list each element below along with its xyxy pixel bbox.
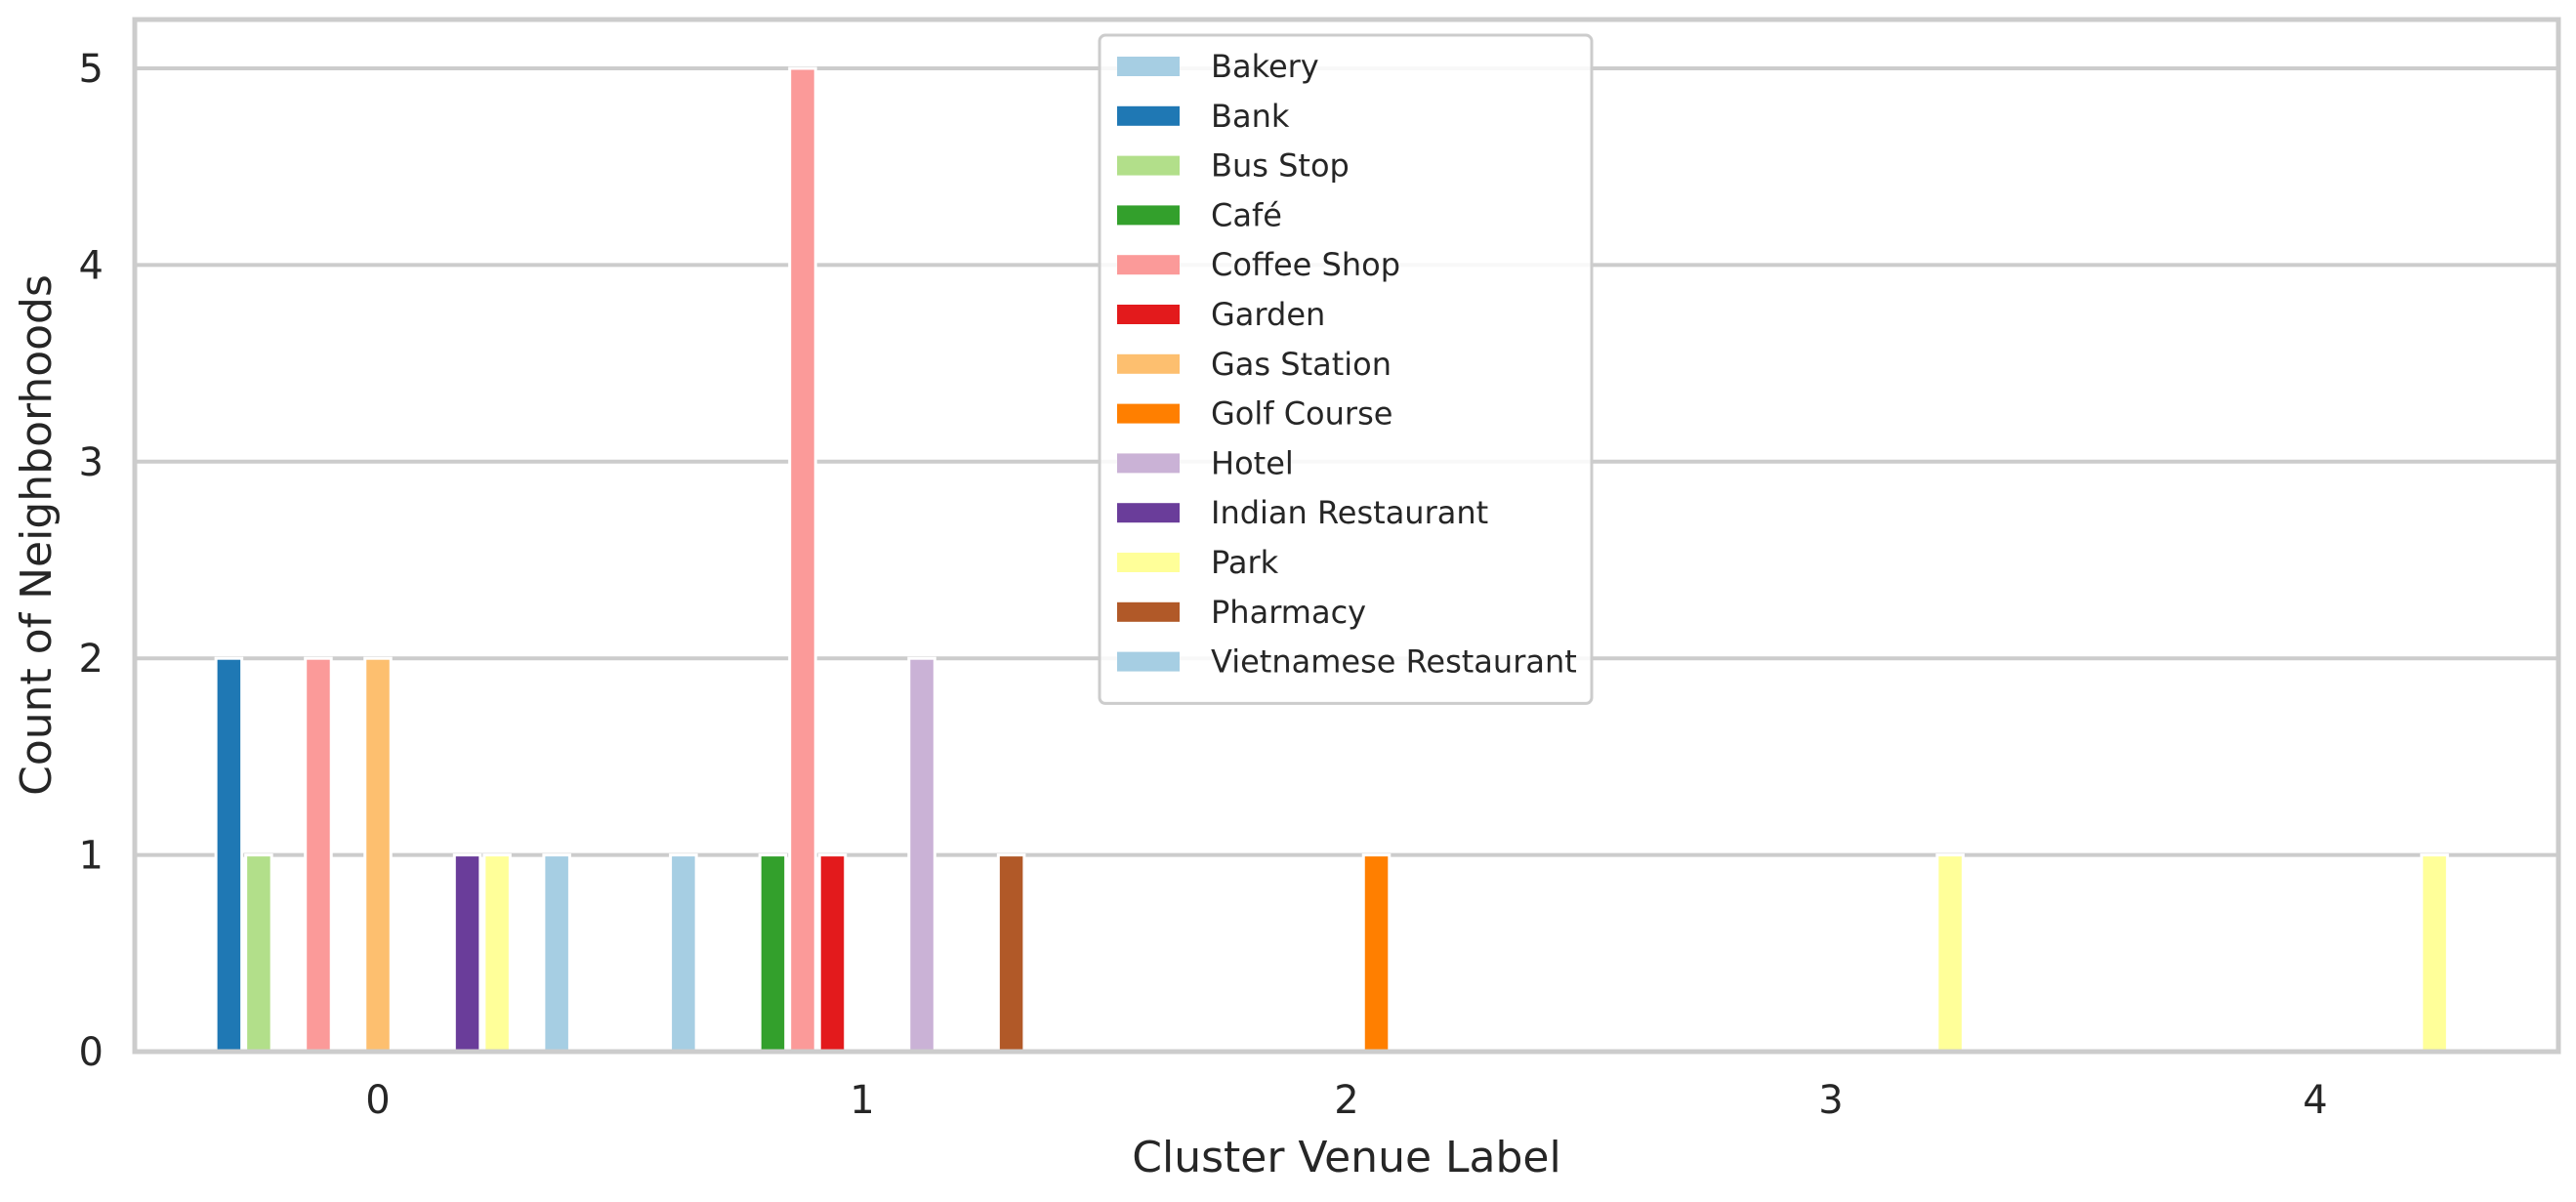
legend: Bakery Bank Bus Stop Café Coffee Shop Garden G… xyxy=(1098,33,1594,705)
legend-swatch-hotel xyxy=(1117,453,1180,474)
legend-label-garden: Garden xyxy=(1211,296,1325,333)
bar-coffee-shop-cluster-1 xyxy=(788,66,817,1054)
bar-golf-course-cluster-2 xyxy=(1361,853,1392,1054)
legend-swatch-golf-course xyxy=(1117,403,1180,424)
bar-bakery-cluster-1 xyxy=(669,853,698,1054)
x-tick-label-4: 4 xyxy=(2303,1078,2327,1123)
legend-label-gas-station: Gas Station xyxy=(1211,346,1392,383)
bar-gas-station-cluster-0 xyxy=(363,656,393,1054)
y-axis-label: Count of Neighborhoods xyxy=(12,274,62,796)
y-tick-label-3: 3 xyxy=(79,440,104,485)
x-tick-label-1: 1 xyxy=(850,1078,874,1123)
legend-box xyxy=(1098,33,1594,705)
legend-label-coffee-shop: Coffee Shop xyxy=(1211,246,1400,283)
bar-coffee-shop-cluster-0 xyxy=(304,656,333,1054)
bar-park-cluster-3 xyxy=(1935,853,1965,1054)
plot-frame xyxy=(132,17,2561,1055)
legend-swatch-indian-restaurant xyxy=(1117,503,1180,523)
legend-label-park: Park xyxy=(1211,544,1279,581)
y-tick-label-2: 2 xyxy=(79,637,104,682)
bar-hotel-cluster-1 xyxy=(907,656,936,1054)
y-tick-label-5: 5 xyxy=(79,47,104,92)
x-axis-label: Cluster Venue Label xyxy=(1132,1133,1560,1182)
x-tick-label-0: 0 xyxy=(365,1078,390,1123)
legend-swatch-pharmacy xyxy=(1117,601,1180,622)
y-tick-label-1: 1 xyxy=(79,834,104,879)
legend-label-bank: Bank xyxy=(1211,98,1290,135)
legend-label-indian-restaurant: Indian Restaurant xyxy=(1211,494,1488,531)
legend-label-bus-stop: Bus Stop xyxy=(1211,147,1350,185)
legend-swatch-park xyxy=(1117,553,1180,572)
x-tick-labels: 0 1 2 3 4 xyxy=(365,1078,2327,1123)
legend-swatch-garden xyxy=(1117,305,1180,324)
legend-swatch-vietnamese-restaurant xyxy=(1117,651,1180,672)
legend-swatch-caf- xyxy=(1117,205,1180,226)
legend-swatch-bank xyxy=(1117,105,1180,126)
legend-swatch-gas-station xyxy=(1117,353,1180,374)
legend-label-golf-course: Golf Course xyxy=(1211,395,1392,433)
legend-swatch-coffee-shop xyxy=(1117,255,1180,275)
bar-bus-stop-cluster-0 xyxy=(244,853,273,1054)
bars xyxy=(214,66,2449,1054)
y-tick-label-0: 0 xyxy=(79,1030,104,1075)
legend-label-vietnamese-restaurant: Vietnamese Restaurant xyxy=(1211,643,1577,681)
y-tick-label-4: 4 xyxy=(79,243,104,288)
bar-park-cluster-4 xyxy=(2420,853,2449,1054)
legend-label-caf-: Café xyxy=(1211,196,1282,233)
bar-pharmacy-cluster-1 xyxy=(996,853,1026,1054)
bar-caf--cluster-1 xyxy=(758,853,788,1054)
legend-label-hotel: Hotel xyxy=(1211,444,1294,481)
x-tick-label-3: 3 xyxy=(1818,1078,1843,1123)
y-tick-labels: 0 1 2 3 4 5 xyxy=(79,47,104,1075)
legend-label-bakery: Bakery xyxy=(1211,48,1319,85)
bar-park-cluster-0 xyxy=(482,853,512,1054)
bar-indian-restaurant-cluster-0 xyxy=(452,853,482,1054)
legend-label-pharmacy: Pharmacy xyxy=(1211,594,1366,631)
legend-swatch-bakery xyxy=(1117,57,1180,76)
x-tick-label-2: 2 xyxy=(1334,1078,1358,1123)
legend-swatch-bus-stop xyxy=(1117,155,1180,176)
bar-bank-cluster-0 xyxy=(214,656,244,1054)
bar-garden-cluster-1 xyxy=(817,853,848,1054)
bar-vietnamese-restaurant-cluster-0 xyxy=(542,853,571,1054)
